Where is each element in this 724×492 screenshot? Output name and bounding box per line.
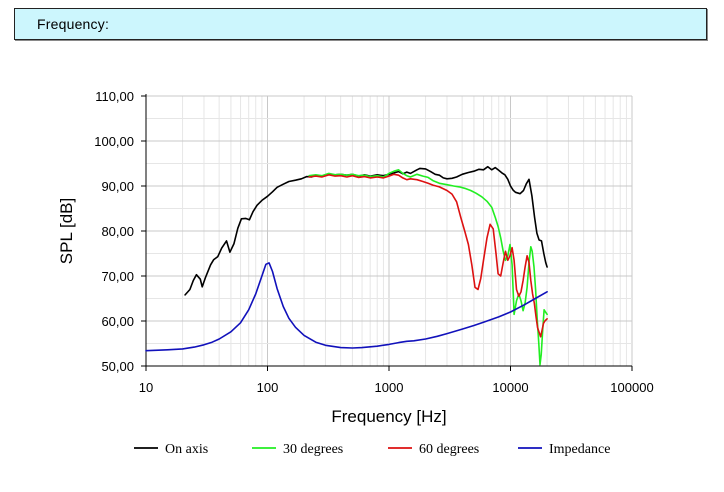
series-line-on-axis: [184, 165, 548, 296]
legend-label-impedance: Impedance: [549, 442, 610, 457]
series-lines: [145, 165, 548, 366]
y-tick-label: 70,00: [101, 269, 134, 284]
y-tick-label: 50,00: [101, 359, 134, 374]
y-tick-label: 110,00: [95, 89, 134, 104]
axes: [141, 94, 633, 371]
legend-label-60-degrees: 60 degrees: [419, 442, 479, 457]
series-line-impedance: [145, 262, 548, 352]
x-tick-label: 100: [257, 380, 279, 395]
x-axis-title: Frequency [Hz]: [331, 407, 446, 426]
y-tick-label: 60,00: [101, 314, 134, 329]
section-title: Frequency:: [37, 16, 110, 32]
legend-label-on-axis: On axis: [165, 442, 208, 457]
series-line-60-degrees: [308, 173, 548, 338]
series-line-30-degrees: [308, 169, 548, 366]
y-tick-label: 100,00: [94, 134, 134, 149]
y-axis-title: SPL [dB]: [57, 198, 76, 264]
y-tick-label: 80,00: [101, 224, 134, 239]
axis-titles: Frequency [Hz] SPL [dB]: [57, 198, 447, 426]
x-tick-label: 1000: [375, 380, 404, 395]
x-tick-label: 100000: [610, 380, 653, 395]
grid: [145, 95, 633, 367]
tick-labels: 50,00 60,00 70,00 80,00 90,00 100,00 110,00 10 1…: [94, 89, 653, 395]
x-tick-label: 10: [139, 380, 153, 395]
legend: On axis 30 degrees 60 degrees Impedance: [134, 442, 610, 457]
legend-label-30-degrees: 30 degrees: [283, 442, 343, 457]
section-header: Frequency:: [14, 8, 707, 40]
y-tick-label: 90,00: [101, 179, 134, 194]
x-tick-label: 10000: [492, 380, 528, 395]
